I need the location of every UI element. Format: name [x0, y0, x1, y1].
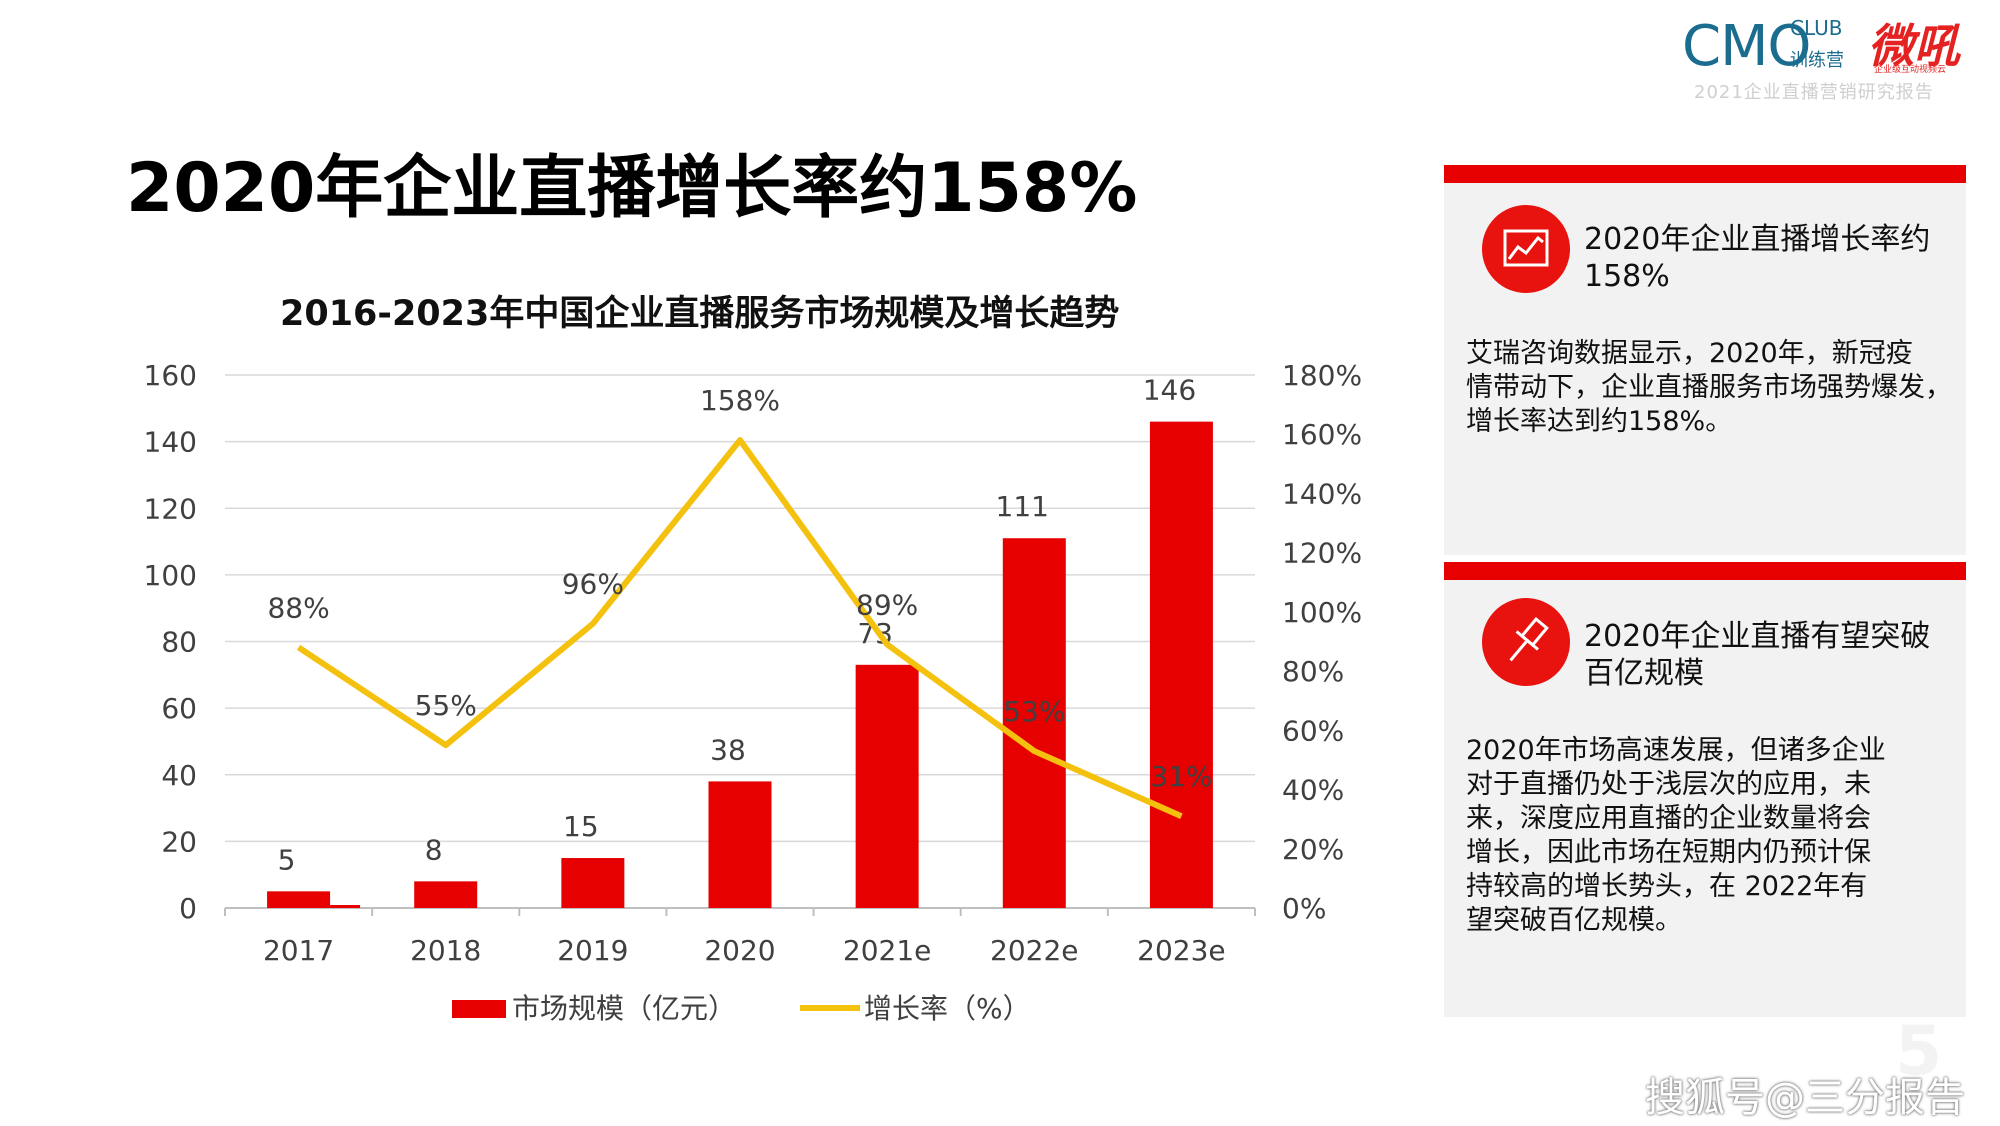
bar-2020 — [708, 781, 772, 908]
x-tick-label: 2020 — [704, 934, 775, 967]
bar-value-label: 8 — [425, 833, 443, 866]
chart-trend-icon — [1482, 205, 1570, 293]
bar-value-label: 15 — [563, 810, 599, 843]
right-tick-label: 180% — [1282, 359, 1362, 392]
page-number: 5 — [1895, 1012, 1943, 1091]
left-tick-label: 140 — [144, 426, 197, 459]
logo-report-text: 2021企业直播营销研究报告 — [1694, 82, 1934, 103]
logo-club-text: CLUB — [1790, 16, 1843, 40]
bar-2017 — [267, 891, 331, 908]
panel-1-body: 艾瑞咨询数据显示，2020年，新冠疫 情带动下，企业直播服务市场强势爆发， 增长… — [1466, 338, 1952, 437]
logo-train-text: 训练营 — [1790, 50, 1844, 71]
logo-brand-text: 微吼 — [1868, 19, 1960, 73]
bar-value-label: 5 — [278, 843, 296, 876]
left-tick-label: 20 — [161, 825, 197, 858]
panel-accent-bar — [1444, 562, 1966, 580]
right-tick-label: 100% — [1282, 596, 1362, 629]
bar-2021e — [855, 664, 919, 908]
combo-chart: 0 20 40 60 80 100 120 140 160 0% 20% 40% 60% 80% 100%… — [144, 359, 1363, 1025]
chart-legend: 市场规模（亿元） 增长率（%） — [452, 992, 1031, 1025]
right-tick-label: 40% — [1282, 774, 1344, 807]
x-tick-label: 2018 — [410, 934, 481, 967]
x-tick-label: 2022e — [990, 934, 1078, 967]
left-tick-label: 0 — [179, 892, 197, 925]
bar-sliver — [330, 905, 361, 908]
x-tick-label: 2021e — [843, 934, 931, 967]
panel-2-body: 2020年市场高速发展，但诸多企业 对于直播仍处于浅层次的应用，未 来，深度应用… — [1466, 735, 1886, 936]
right-tick-label: 60% — [1282, 714, 1344, 747]
legend-bar-label: 市场规模（亿元） — [512, 992, 736, 1025]
logo-cmo-text: CMO — [1682, 14, 1811, 79]
line-value-label: 96% — [562, 568, 624, 601]
left-tick-label: 100 — [144, 559, 197, 592]
insight-panel-2: 2020年企业直播有望突破百亿规模 2020年市场高速发展，但诸多企业 对于直播… — [1444, 562, 1966, 1017]
bar-value-label: 111 — [996, 490, 1049, 523]
logo-brand-sub: 企业级互动视频云 — [1874, 65, 1947, 75]
pin-icon — [1482, 598, 1570, 686]
panel-accent-bar — [1444, 165, 1966, 183]
legend-bar-swatch — [452, 1000, 506, 1018]
right-tick-label: 20% — [1282, 833, 1344, 866]
bar-2023e — [1149, 421, 1213, 908]
right-tick-label: 140% — [1282, 477, 1362, 510]
left-tick-label: 80 — [161, 626, 197, 659]
right-tick-label: 0% — [1282, 892, 1326, 925]
x-tick-label: 2017 — [263, 934, 334, 967]
page-title: 2020年企业直播增长率约158% — [126, 149, 1138, 228]
line-value-label: 89% — [856, 588, 918, 621]
right-tick-label: 80% — [1282, 655, 1344, 688]
right-tick-label: 120% — [1282, 537, 1362, 570]
left-tick-label: 40 — [161, 759, 197, 792]
line-value-label: 88% — [267, 591, 329, 624]
left-tick-label: 120 — [144, 492, 197, 525]
x-tick-label: 2023e — [1137, 934, 1225, 967]
right-tick-label: 160% — [1282, 418, 1362, 451]
bar-2022e — [1002, 538, 1066, 908]
x-tick-label: 2019 — [557, 934, 628, 967]
growth-line — [296, 437, 1183, 819]
line-value-label: 158% — [700, 384, 780, 417]
line-value-label: 55% — [415, 689, 477, 722]
brand-logo: CMO CLUB 训练营 微吼 企业级互动视频云 2021企业直播营销研究报告 — [1682, 8, 1982, 103]
bar-value-label: 146 — [1143, 374, 1196, 407]
x-axis-labels: 2017 2018 2019 2020 2021e 2022e 2023e — [263, 934, 1226, 967]
legend-line-label: 增长率（%） — [864, 992, 1031, 1025]
line-value-label: 31% — [1150, 760, 1212, 793]
insight-panel-1: 2020年企业直播增长率约158% 艾瑞咨询数据显示，2020年，新冠疫 情带动… — [1444, 165, 1966, 555]
line-series: 88% 55% 96% 158% 89% 53% 31% — [267, 384, 1213, 819]
line-value-label: 53% — [1003, 695, 1065, 728]
bar-2018 — [414, 881, 478, 908]
panel-2-title: 2020年企业直播有望突破百亿规模 — [1584, 619, 1931, 691]
panel-1-title: 2020年企业直播增长率约158% — [1584, 222, 1931, 294]
left-tick-label: 60 — [161, 692, 197, 725]
bar-2019 — [561, 858, 625, 908]
left-tick-label: 160 — [144, 359, 197, 392]
bar-value-label: 38 — [710, 733, 746, 766]
right-axis-ticks: 0% 20% 40% 60% 80% 100% 120% 140% 160% 180% — [1282, 359, 1362, 925]
left-axis-ticks: 0 20 40 60 80 100 120 140 160 — [144, 359, 197, 925]
footer-watermark: 搜狐号@三分报告 — [1645, 1075, 1965, 1121]
chart-title: 2016-2023年中国企业直播服务市场规模及增长趋势 — [280, 294, 1120, 334]
